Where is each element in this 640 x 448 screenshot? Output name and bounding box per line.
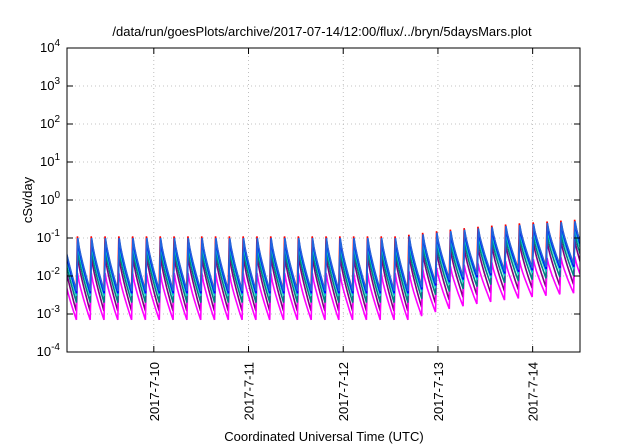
y-tick-label: 104: [40, 38, 60, 55]
x-axis-label: Coordinated Universal Time (UTC): [224, 429, 423, 444]
y-tick-label: 10-1: [37, 228, 61, 245]
chart-title: /data/run/goesPlots/archive/2017-07-14/1…: [112, 24, 532, 39]
x-tick-label: 2017-7-11: [242, 362, 257, 420]
y-tick-label: 10-2: [37, 266, 61, 283]
y-tick-label: 100: [40, 190, 60, 207]
x-tick-label: 2017-7-12: [336, 362, 351, 421]
y-tick-label: 10-3: [37, 304, 61, 321]
series-line: [67, 221, 580, 292]
y-axis: 10-4 10-3 10-2 10-1 100 101 102 103 104: [37, 38, 580, 359]
x-tick-label: 2017-7-14: [526, 362, 541, 421]
x-tick-label: 2017-7-10: [147, 362, 162, 421]
y-axis-label: cSv/day: [20, 176, 35, 223]
y-tick-label: 101: [40, 152, 60, 169]
y-tick-label: 103: [40, 76, 60, 93]
x-axis: 2017-7-10 2017-7-11 2017-7-12 2017-7-13 2017…: [147, 48, 541, 421]
series-line: [67, 256, 580, 321]
x-tick-label: 2017-7-13: [431, 362, 446, 421]
y-tick-label: 102: [40, 114, 60, 131]
series-group: [67, 219, 580, 321]
y-tick-label: 10-4: [37, 342, 61, 359]
